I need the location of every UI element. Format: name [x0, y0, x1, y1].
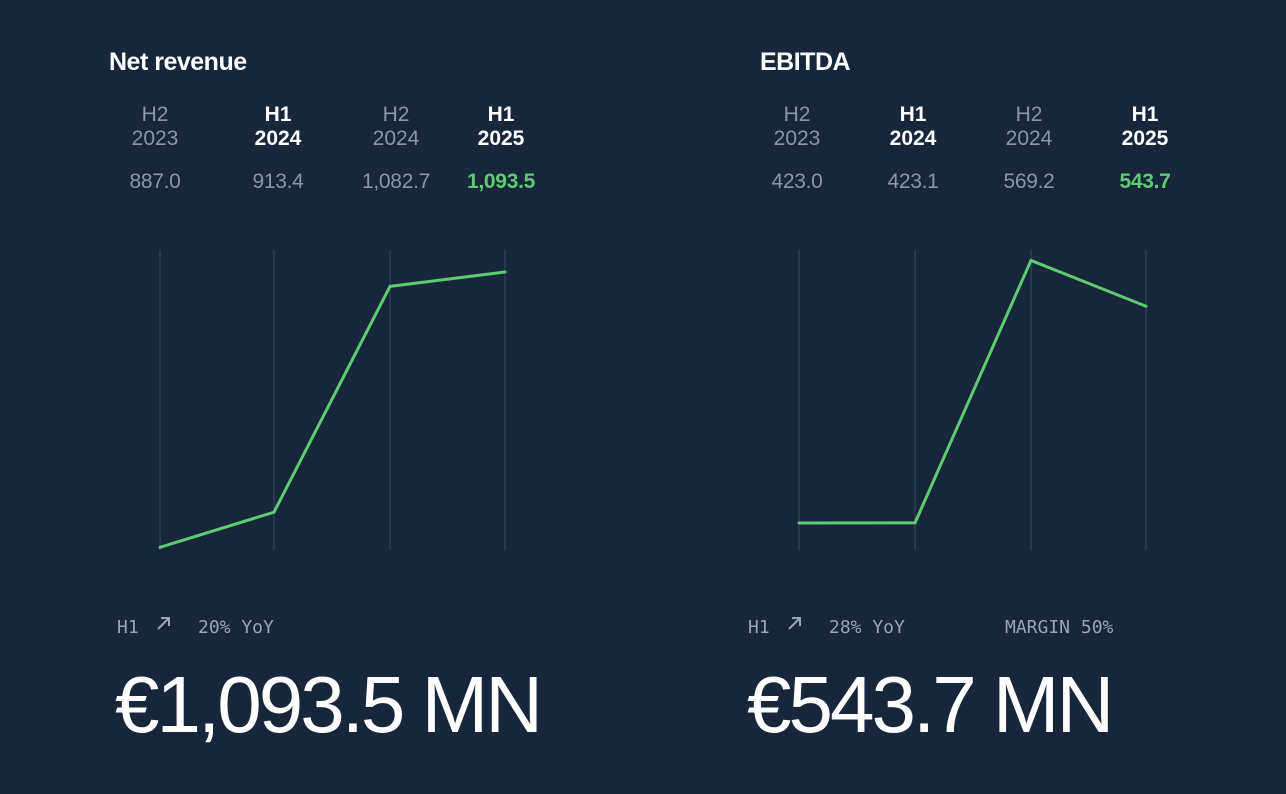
- period-label: H1 2024: [218, 103, 338, 151]
- period-half: H1: [1131, 103, 1159, 126]
- data-point-1: [158, 545, 162, 549]
- period-label: H1 2025: [1085, 103, 1205, 151]
- ebitda-panel: EBITDA H2 2023 423.0 H1 2024 423.1 H2 20…: [643, 0, 1286, 794]
- series-line: [798, 258, 1147, 525]
- period-column: H2 2023 887.0: [95, 103, 215, 194]
- series-line: [159, 270, 506, 549]
- footer-period: H1: [748, 617, 770, 638]
- period-half: H1: [899, 103, 927, 126]
- panel-title: Net revenue: [109, 48, 247, 76]
- period-column: H1 2024 423.1: [853, 103, 973, 194]
- period-value: 913.4: [252, 170, 304, 193]
- period-year: 2024: [254, 127, 302, 150]
- period-label: H2 2023: [737, 103, 857, 151]
- period-column-current: H1 2025 543.7: [1085, 103, 1205, 194]
- period-value-current: 1,093.5: [467, 170, 535, 193]
- period-column: H1 2024 913.4: [218, 103, 338, 194]
- arrow-up-right-icon: [786, 614, 804, 632]
- net-revenue-panel: Net revenue H2 2023 887.0 H1 2024 913.4 …: [0, 0, 640, 794]
- period-half: H1: [487, 103, 515, 126]
- period-value: 423.1: [887, 170, 939, 193]
- panel-title: EBITDA: [760, 48, 851, 76]
- footer-period: H1: [117, 617, 139, 638]
- arrow-up-right-icon: [155, 614, 173, 632]
- period-column: H2 2024 1,082.7: [336, 103, 456, 194]
- period-year: 2023: [131, 127, 179, 150]
- period-half: H2: [783, 103, 811, 126]
- headline-value: €1,093.5 MN: [115, 660, 543, 749]
- data-point-3: [1029, 258, 1033, 262]
- period-label: H2 2024: [336, 103, 456, 151]
- headline-value: €543.7 MN: [747, 660, 1114, 749]
- period-value: 1,082.7: [362, 170, 430, 193]
- net-revenue-line-chart: [158, 250, 507, 550]
- period-year: 2024: [1005, 127, 1053, 150]
- period-year: 2023: [773, 127, 821, 150]
- data-point-4: [503, 270, 507, 274]
- ebitda-margin: MARGIN 50%: [1005, 617, 1114, 638]
- period-label: H1 2025: [441, 103, 561, 151]
- period-label: H2 2024: [969, 103, 1089, 151]
- period-year: 2024: [372, 127, 420, 150]
- period-column: H2 2024 569.2: [969, 103, 1089, 194]
- period-half: H2: [1015, 103, 1043, 126]
- period-label: H2 2023: [95, 103, 215, 151]
- period-column-current: H1 2025 1,093.5: [441, 103, 561, 194]
- period-value-current: 543.7: [1119, 170, 1171, 193]
- period-label: H1 2024: [853, 103, 973, 151]
- ebitda-line-chart: [797, 250, 1148, 550]
- period-half: H2: [382, 103, 410, 126]
- period-half: H2: [141, 103, 169, 126]
- period-value: 569.2: [1003, 170, 1055, 193]
- period-year: 2025: [477, 127, 525, 150]
- yoy-change: 20% YoY: [198, 617, 274, 638]
- data-point-2: [913, 521, 917, 525]
- period-year: 2024: [889, 127, 937, 150]
- period-value: 423.0: [771, 170, 823, 193]
- yoy-change: 28% YoY: [829, 617, 905, 638]
- period-value: 887.0: [129, 170, 181, 193]
- period-half: H1: [264, 103, 292, 126]
- period-column: H2 2023 423.0: [737, 103, 857, 194]
- data-point-4: [1144, 304, 1148, 308]
- data-point-3: [388, 284, 392, 288]
- period-year: 2025: [1121, 127, 1169, 150]
- data-point-2: [272, 510, 276, 514]
- data-point-1: [797, 521, 801, 525]
